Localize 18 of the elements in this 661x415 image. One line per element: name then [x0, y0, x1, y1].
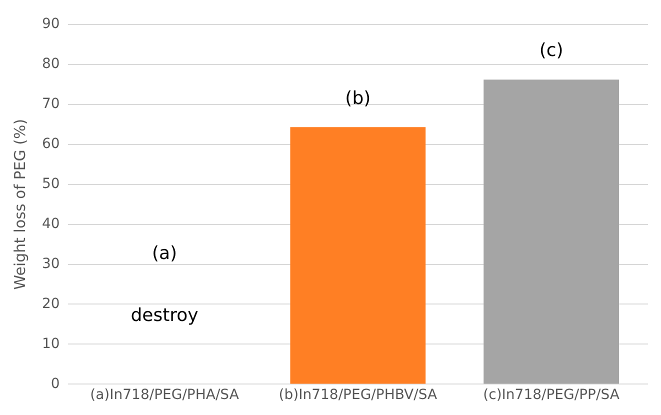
annotation: destroy: [130, 304, 199, 326]
x-tick-label: (a)In718/PEG/PHA/SA: [90, 387, 240, 404]
y-tick-label: 70: [42, 96, 60, 112]
y-tick-label: 30: [42, 256, 60, 272]
y-tick-label: 40: [42, 216, 60, 232]
x-tick-label: (b)In718/PEG/PHBV/SA: [278, 387, 438, 404]
y-axis-title: Weight loss of PEG (%): [10, 118, 29, 290]
y-tick-label: 50: [42, 176, 60, 192]
annotation: (a): [152, 242, 178, 264]
y-tick-label: 90: [42, 16, 60, 32]
y-tick-label: 80: [42, 56, 60, 72]
y-tick-label: 60: [42, 136, 60, 152]
y-tick-label: 10: [42, 336, 60, 352]
annotation: (b): [345, 88, 371, 109]
annotation: (c): [539, 40, 564, 62]
y-tick-label: 20: [42, 296, 60, 312]
x-tick-label: (c)In718/PEG/PP/SA: [483, 387, 620, 404]
y-tick-label: 0: [50, 376, 60, 392]
